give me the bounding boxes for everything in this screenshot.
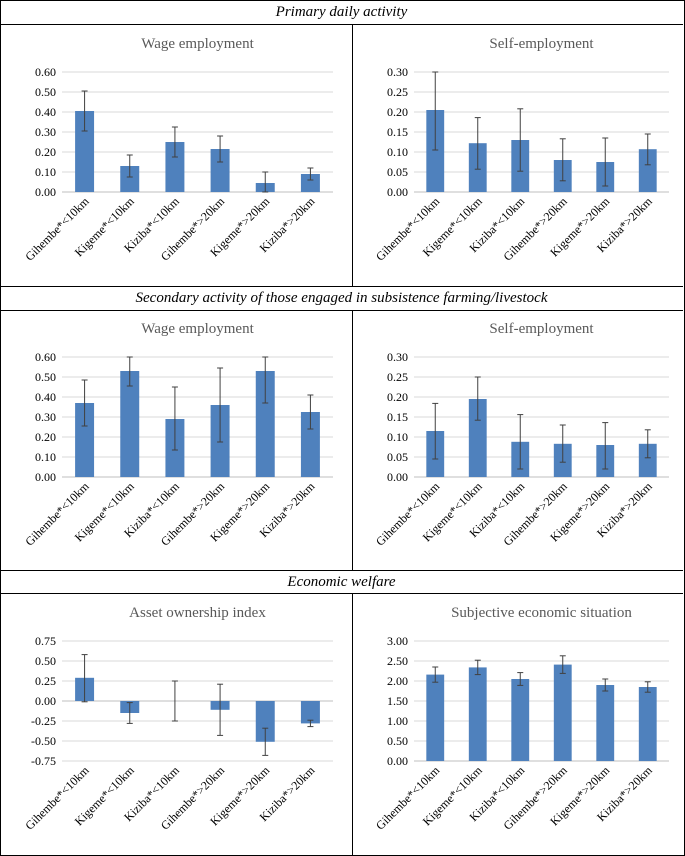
bar xyxy=(596,685,615,761)
bar xyxy=(553,664,572,761)
y-tick-label: 0.10 xyxy=(35,450,56,464)
y-tick-label: 0.40 xyxy=(35,105,56,119)
y-tick-label: 0.20 xyxy=(387,390,408,404)
chart-svg: Wage employment 0.00 0.10 0.20 0.30 0.40 0.50 0… xyxy=(22,36,333,264)
y-tick-label: 0.05 xyxy=(387,165,408,179)
y-tick-label: 0.10 xyxy=(387,145,408,159)
y-tick-label: 0.20 xyxy=(387,105,408,119)
bar xyxy=(255,701,275,742)
chart-svg: Subjective economic situation 0.00 0.50 1.0… xyxy=(373,605,669,833)
bar xyxy=(300,174,320,192)
chart-primary-wage: Wage employment 0.00 0.10 0.20 0.30 0.40 0.50 0… xyxy=(4,28,345,280)
bar xyxy=(120,166,140,192)
chart-primary-self: Self-employment 0.00 0.05 0.10 0.15 0.20 0.25 0… xyxy=(356,28,685,280)
y-tick-label: 2.50 xyxy=(387,654,408,668)
bar xyxy=(638,149,657,192)
y-tick-label: 0.00 xyxy=(387,470,408,484)
bar xyxy=(75,111,95,192)
chart-secondary-wage: Wage employment 0.00 0.10 0.20 0.30 0.40 0.50 0… xyxy=(4,313,345,565)
y-tick-label: 0.20 xyxy=(35,430,56,444)
section-divider xyxy=(0,24,683,25)
chart-svg: Self-employment 0.00 0.05 0.10 0.15 0.20 0.25 0… xyxy=(373,321,669,549)
bar xyxy=(426,674,445,761)
chart-asset-index: Asset ownership index -0.75 -0.50 -0.25 0.00… xyxy=(4,597,345,849)
chart-title: Subjective economic situation xyxy=(451,605,632,621)
section-title-welfare: Economic welfare xyxy=(287,574,396,590)
chart-title: Wage employment xyxy=(141,321,254,337)
y-tick-label: 0.30 xyxy=(387,350,408,364)
y-tick-label: -0.75 xyxy=(31,754,56,768)
y-tick-label: 0.30 xyxy=(387,65,408,79)
bar xyxy=(468,667,487,761)
section-divider xyxy=(0,310,683,311)
y-tick-label: 1.00 xyxy=(387,714,408,728)
y-tick-label: 1.50 xyxy=(387,694,408,708)
y-tick-label: 0.20 xyxy=(35,145,56,159)
section-title-secondary: Secondary activity of those engaged in s… xyxy=(135,290,548,306)
bar xyxy=(165,142,185,192)
bar xyxy=(300,412,320,477)
column-divider xyxy=(352,24,353,286)
y-tick-label: 0.50 xyxy=(35,370,56,384)
y-tick-label: 0.00 xyxy=(35,694,56,708)
bar xyxy=(426,110,445,192)
y-tick-label: 0.75 xyxy=(35,634,56,648)
bar xyxy=(75,403,95,477)
y-tick-label: 2.00 xyxy=(387,674,408,688)
chart-svg: Wage employment 0.00 0.10 0.20 0.30 0.40 0.50 0… xyxy=(22,321,333,549)
y-tick-label: 0.05 xyxy=(387,450,408,464)
y-tick-label: 0.00 xyxy=(387,754,408,768)
y-tick-label: 3.00 xyxy=(387,634,408,648)
y-tick-label: 0.00 xyxy=(35,470,56,484)
chart-title: Wage employment xyxy=(141,36,254,52)
bar xyxy=(468,399,487,477)
column-divider xyxy=(352,310,353,570)
section-divider xyxy=(0,286,683,287)
y-tick-label: 0.50 xyxy=(35,85,56,99)
y-tick-label: 0.25 xyxy=(387,370,408,384)
y-tick-label: 0.30 xyxy=(35,410,56,424)
y-tick-label: 0.40 xyxy=(35,390,56,404)
bar xyxy=(300,701,320,724)
y-tick-label: 0.00 xyxy=(35,185,56,199)
y-tick-label: 0.30 xyxy=(35,125,56,139)
y-tick-label: 0.60 xyxy=(35,350,56,364)
section-divider xyxy=(0,570,683,571)
chart-title: Self-employment xyxy=(489,36,594,52)
chart-title: Self-employment xyxy=(489,321,594,337)
y-tick-label: 0.25 xyxy=(35,674,56,688)
bar xyxy=(120,371,140,477)
y-tick-label: 0.15 xyxy=(387,410,408,424)
y-tick-label: 0.50 xyxy=(35,654,56,668)
bar xyxy=(255,371,275,477)
y-tick-label: -0.25 xyxy=(31,714,56,728)
y-tick-label: 0.25 xyxy=(387,85,408,99)
y-tick-label: 0.10 xyxy=(387,430,408,444)
bar xyxy=(210,149,230,192)
y-tick-label: 0.00 xyxy=(387,185,408,199)
chart-secondary-self: Self-employment 0.00 0.05 0.10 0.15 0.20 0.25 0… xyxy=(356,313,685,565)
y-tick-label: -0.50 xyxy=(31,734,56,748)
section-title-primary: Primary daily activity xyxy=(275,4,408,20)
bar xyxy=(638,687,657,761)
chart-svg: Asset ownership index -0.75 -0.50 -0.25 0.00… xyxy=(22,605,333,833)
bar xyxy=(511,679,530,761)
y-tick-label: 0.50 xyxy=(387,734,408,748)
y-tick-label: 0.60 xyxy=(35,65,56,79)
chart-title: Asset ownership index xyxy=(129,605,266,621)
y-tick-label: 0.15 xyxy=(387,125,408,139)
section-divider xyxy=(0,593,683,594)
column-divider xyxy=(352,593,353,855)
y-tick-label: 0.10 xyxy=(35,165,56,179)
chart-subjective-economic: Subjective economic situation 0.00 0.50 1.0… xyxy=(356,597,685,849)
bar xyxy=(638,443,657,477)
chart-svg: Self-employment 0.00 0.05 0.10 0.15 0.20 0.25 0… xyxy=(373,36,669,264)
